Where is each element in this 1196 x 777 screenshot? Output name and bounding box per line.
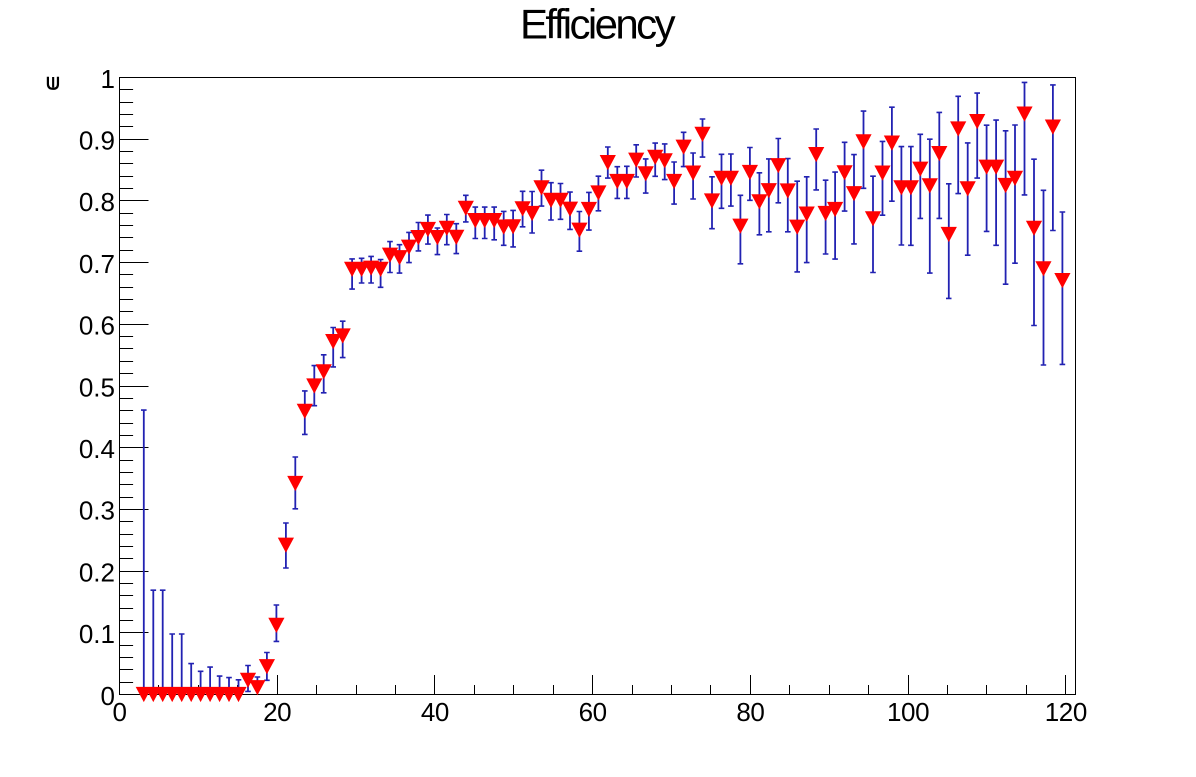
svg-text:20: 20 xyxy=(263,697,291,727)
svg-text:40: 40 xyxy=(421,697,449,727)
svg-text:Efficiency: Efficiency xyxy=(520,1,676,48)
svg-text:0.6: 0.6 xyxy=(79,311,115,341)
svg-text:0.5: 0.5 xyxy=(79,372,115,402)
svg-text:0.4: 0.4 xyxy=(79,434,115,464)
svg-text:0.9: 0.9 xyxy=(79,126,115,156)
svg-text:0: 0 xyxy=(112,697,126,727)
svg-text:100: 100 xyxy=(887,697,929,727)
svg-text:0: 0 xyxy=(101,681,115,711)
svg-text:0.2: 0.2 xyxy=(79,557,115,587)
svg-text:0.8: 0.8 xyxy=(79,187,115,217)
svg-text:0.1: 0.1 xyxy=(79,619,115,649)
svg-text:80: 80 xyxy=(736,697,764,727)
svg-text:0.7: 0.7 xyxy=(79,249,115,279)
svg-text:0.3: 0.3 xyxy=(79,496,115,526)
svg-text:1: 1 xyxy=(101,64,115,94)
svg-text:60: 60 xyxy=(579,697,607,727)
svg-text:120: 120 xyxy=(1045,697,1087,727)
